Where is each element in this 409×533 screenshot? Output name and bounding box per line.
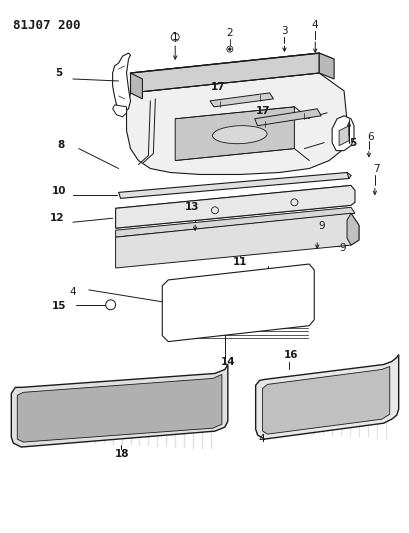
Circle shape	[226, 46, 232, 52]
Text: 14: 14	[220, 357, 235, 367]
Polygon shape	[126, 73, 346, 174]
Text: 10: 10	[52, 187, 66, 196]
Polygon shape	[175, 107, 294, 160]
Text: 8: 8	[57, 140, 65, 150]
Text: 11: 11	[232, 257, 246, 267]
Polygon shape	[209, 93, 273, 107]
Text: 3: 3	[281, 26, 287, 36]
Polygon shape	[130, 53, 333, 79]
Text: 18: 18	[115, 449, 130, 459]
Polygon shape	[346, 213, 358, 245]
Text: 1: 1	[171, 32, 178, 42]
Polygon shape	[319, 53, 333, 79]
Polygon shape	[331, 116, 353, 151]
Polygon shape	[118, 173, 348, 198]
Polygon shape	[338, 126, 348, 146]
Text: 17: 17	[256, 106, 270, 116]
Text: 16: 16	[283, 350, 298, 360]
Polygon shape	[262, 367, 389, 434]
Polygon shape	[112, 53, 130, 113]
Text: 4: 4	[70, 287, 76, 297]
Polygon shape	[11, 365, 227, 447]
Text: 9: 9	[339, 243, 346, 253]
Text: 4: 4	[258, 434, 264, 444]
Polygon shape	[254, 109, 320, 126]
Text: 2: 2	[226, 28, 233, 38]
Polygon shape	[162, 264, 313, 342]
Circle shape	[228, 48, 231, 51]
Text: 12: 12	[49, 213, 64, 223]
Polygon shape	[17, 375, 221, 442]
Polygon shape	[255, 354, 398, 439]
Ellipse shape	[212, 126, 266, 144]
Polygon shape	[130, 73, 142, 99]
Text: 4: 4	[311, 20, 318, 30]
Text: 81J07 200: 81J07 200	[13, 19, 81, 33]
Text: 6: 6	[366, 132, 373, 142]
Text: 13: 13	[184, 203, 199, 212]
Polygon shape	[115, 185, 354, 228]
Text: 9: 9	[317, 221, 324, 231]
Text: 7: 7	[373, 164, 379, 174]
Text: 15: 15	[52, 301, 66, 311]
Text: 17: 17	[210, 82, 225, 92]
Polygon shape	[115, 213, 358, 268]
Text: 5: 5	[55, 68, 63, 78]
Polygon shape	[115, 207, 354, 237]
Polygon shape	[112, 105, 126, 117]
Text: 5: 5	[348, 138, 356, 148]
Polygon shape	[130, 53, 319, 93]
